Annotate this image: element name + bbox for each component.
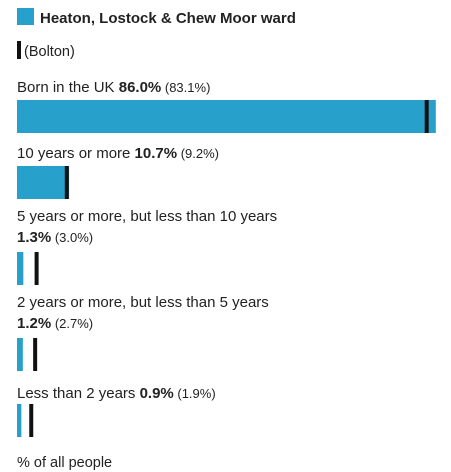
- value-line: 1.2% (2.7%): [17, 315, 93, 332]
- legend-label-ward: Heaton, Lostock & Chew Moor ward: [40, 10, 296, 27]
- category-label: 5 years or more, but less than 10 years: [17, 208, 277, 225]
- comparison-label: (3.0%): [51, 230, 93, 245]
- bar: [17, 252, 24, 285]
- bar-rows: Born in the UK 86.0% (83.1%) 10 years or …: [17, 79, 436, 437]
- value-line: 1.3% (3.0%): [17, 229, 93, 246]
- legend-swatch-ward: [17, 8, 34, 25]
- comparison-marker: [33, 338, 38, 371]
- comparison-marker: [64, 166, 69, 199]
- bar: [17, 100, 436, 133]
- comparison-marker: [34, 252, 39, 285]
- legend-marker-comparison: [17, 41, 21, 59]
- category-name: 10 years or more: [17, 145, 130, 162]
- category-label: 2 years or more, but less than 5 years: [17, 294, 269, 311]
- category-label: Less than 2 years 0.9% (1.9%): [17, 385, 216, 402]
- comparison-marker: [424, 100, 429, 133]
- value-label: 0.9%: [135, 385, 173, 402]
- comparison-marker: [29, 404, 34, 437]
- category-name: 2 years or more, but less than 5 years: [17, 294, 269, 311]
- value-label: 1.2%: [17, 315, 51, 332]
- value-label: 86.0%: [115, 79, 162, 96]
- comparison-label: (9.2%): [177, 146, 219, 161]
- bar: [17, 338, 23, 371]
- legend: Heaton, Lostock & Chew Moor ward (Bolton…: [17, 8, 296, 60]
- category-name: 5 years or more, but less than 10 years: [17, 208, 277, 225]
- legend-label-comparison: (Bolton): [24, 44, 75, 60]
- category-label: Born in the UK 86.0% (83.1%): [17, 79, 210, 96]
- x-axis-label: % of all people: [17, 455, 112, 471]
- category-label: 10 years or more 10.7% (9.2%): [17, 145, 219, 162]
- category-name: Less than 2 years: [17, 385, 135, 402]
- comparison-label: (2.7%): [51, 316, 93, 331]
- category-name: Born in the UK: [17, 79, 115, 96]
- value-label: 1.3%: [17, 229, 51, 246]
- comparison-label: (1.9%): [174, 386, 216, 401]
- value-label: 10.7%: [130, 145, 177, 162]
- bar: [17, 166, 70, 199]
- bar: [17, 404, 22, 437]
- comparison-label: (83.1%): [161, 80, 210, 95]
